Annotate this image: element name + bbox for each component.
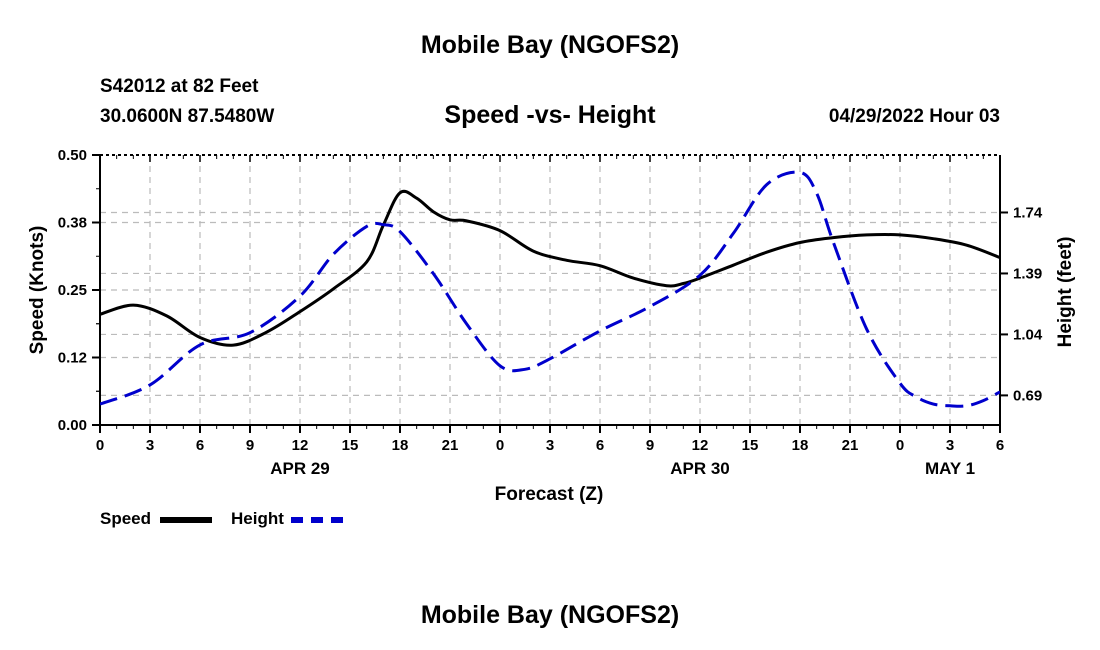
series-line-height xyxy=(100,170,1000,408)
chart-subtitle: Speed -vs- Height xyxy=(444,101,656,129)
forecast-datetime: 04/29/2022 Hour 03 xyxy=(828,106,1000,127)
y-tick-label-left: 0.25 xyxy=(58,282,87,299)
station-label: S42012 at 82 Feet xyxy=(100,76,259,97)
x-tick-label: 0 xyxy=(896,437,904,454)
x-tick-label: 3 xyxy=(546,437,554,454)
x-tick-label: 15 xyxy=(342,437,359,454)
y-tick-label-right: 1.04 xyxy=(1013,326,1043,343)
x-tick-label: 21 xyxy=(842,437,859,454)
footer-title: Mobile Bay (NGOFS2) xyxy=(420,601,680,629)
x-tick-label: 3 xyxy=(946,437,954,454)
legend-speed-swatch xyxy=(160,517,212,523)
legend-height-swatch xyxy=(291,517,343,523)
x-tick-label: 0 xyxy=(496,437,504,454)
x-tick-label: 12 xyxy=(692,437,709,454)
day-label: APR 30 xyxy=(670,459,730,478)
x-tick-label: 0 xyxy=(96,437,104,454)
x-axis-title: Forecast (Z) xyxy=(495,484,604,505)
x-tick-label: 9 xyxy=(646,437,654,454)
day-label: APR 29 xyxy=(270,459,330,478)
day-label: MAY 1 xyxy=(925,459,975,478)
y-axis-title-left: Speed (Knots) xyxy=(27,226,48,355)
x-tick-label: 18 xyxy=(392,437,409,454)
series-line-speed xyxy=(100,189,1000,347)
x-tick-label: 3 xyxy=(146,437,154,454)
y-tick-label-left: 0.38 xyxy=(58,215,87,232)
x-tick-label: 6 xyxy=(596,437,604,454)
legend-height-label: Height xyxy=(231,509,284,528)
y-tick-label-right: 1.74 xyxy=(1013,204,1043,221)
x-tick-label: 6 xyxy=(196,437,204,454)
x-tick-label: 6 xyxy=(996,437,1004,454)
x-tick-label: 9 xyxy=(246,437,254,454)
x-tick-label: 15 xyxy=(742,437,759,454)
y-tick-label-right: 1.39 xyxy=(1013,265,1042,282)
main-title: Mobile Bay (NGOFS2) xyxy=(420,31,680,59)
y-tick-label-left: 0.00 xyxy=(58,417,87,434)
x-tick-label: 21 xyxy=(442,437,459,454)
y-axis-title-right: Height (feet) xyxy=(1055,237,1076,348)
legend-speed-label: Speed xyxy=(100,509,152,528)
x-tick-label: 18 xyxy=(792,437,809,454)
x-tick-label: 12 xyxy=(292,437,309,454)
speed-height-chart: 0 3 6 9 12 15 18 21 0 3 6 9 12 15 18 21 0 3 6 APR 29 APR 30 M… xyxy=(27,147,1076,505)
y-tick-label-left: 0.12 xyxy=(58,350,87,367)
station-coordinates: 30.0600N 87.5480W xyxy=(100,106,275,127)
y-tick-label-right: 0.69 xyxy=(1013,387,1042,404)
y-tick-label-left: 0.50 xyxy=(58,147,87,164)
